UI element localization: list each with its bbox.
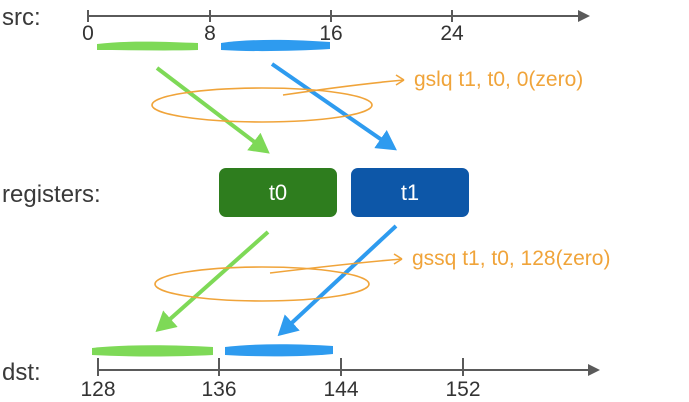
store-connector-head (393, 253, 403, 265)
src-tick-label-0: 0 (82, 22, 94, 45)
store-arrow-green (155, 230, 270, 332)
register-t1-box (351, 168, 469, 217)
load-arrow-green (155, 66, 270, 154)
src-label: src: (2, 4, 41, 31)
register-t0-label: t0 (269, 180, 287, 205)
register-t0-box (219, 168, 337, 217)
dst-tick-label-152: 152 (445, 378, 480, 401)
src-tick-label-16: 16 (319, 22, 342, 45)
store-loop-ellipse (154, 266, 370, 302)
src-tick-label-24: 24 (440, 22, 464, 45)
dst-label: dst: (2, 359, 41, 386)
dst-segment-green (92, 345, 213, 357)
store-instruction: gssq t1, t0, 128(zero) (412, 247, 610, 270)
load-arrow-blue (270, 62, 397, 151)
registers-label: registers: (2, 181, 101, 208)
register-t0: t0 (219, 168, 337, 217)
src-segment-blue (221, 39, 330, 52)
dst-segment-blue (225, 344, 333, 357)
load-connector-head (395, 74, 405, 86)
register-t1: t1 (351, 168, 469, 217)
dst-tick-label-128: 128 (80, 378, 115, 401)
register-t1-label: t1 (401, 180, 419, 205)
load-instruction: gslq t1, t0, 0(zero) (414, 68, 583, 91)
load-connector (282, 79, 405, 96)
load-loop-ellipse (151, 87, 373, 123)
src-segment-green (97, 41, 198, 51)
dst-tick-label-136: 136 (201, 378, 236, 401)
src-tick-label-8: 8 (204, 22, 216, 45)
store-connector (269, 258, 403, 274)
store-arrow-blue (277, 224, 398, 337)
dst-tick-label-144: 144 (323, 378, 358, 401)
